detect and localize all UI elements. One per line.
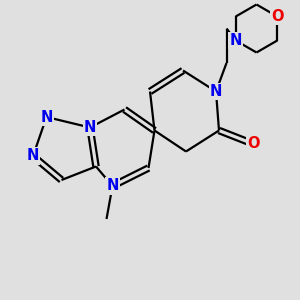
Text: N: N — [27, 148, 39, 164]
Text: N: N — [84, 120, 96, 135]
Text: O: O — [271, 9, 284, 24]
Text: N: N — [230, 33, 242, 48]
Text: N: N — [210, 84, 222, 99]
Text: N: N — [106, 178, 119, 194]
Text: O: O — [247, 136, 260, 152]
Text: N: N — [40, 110, 53, 124]
